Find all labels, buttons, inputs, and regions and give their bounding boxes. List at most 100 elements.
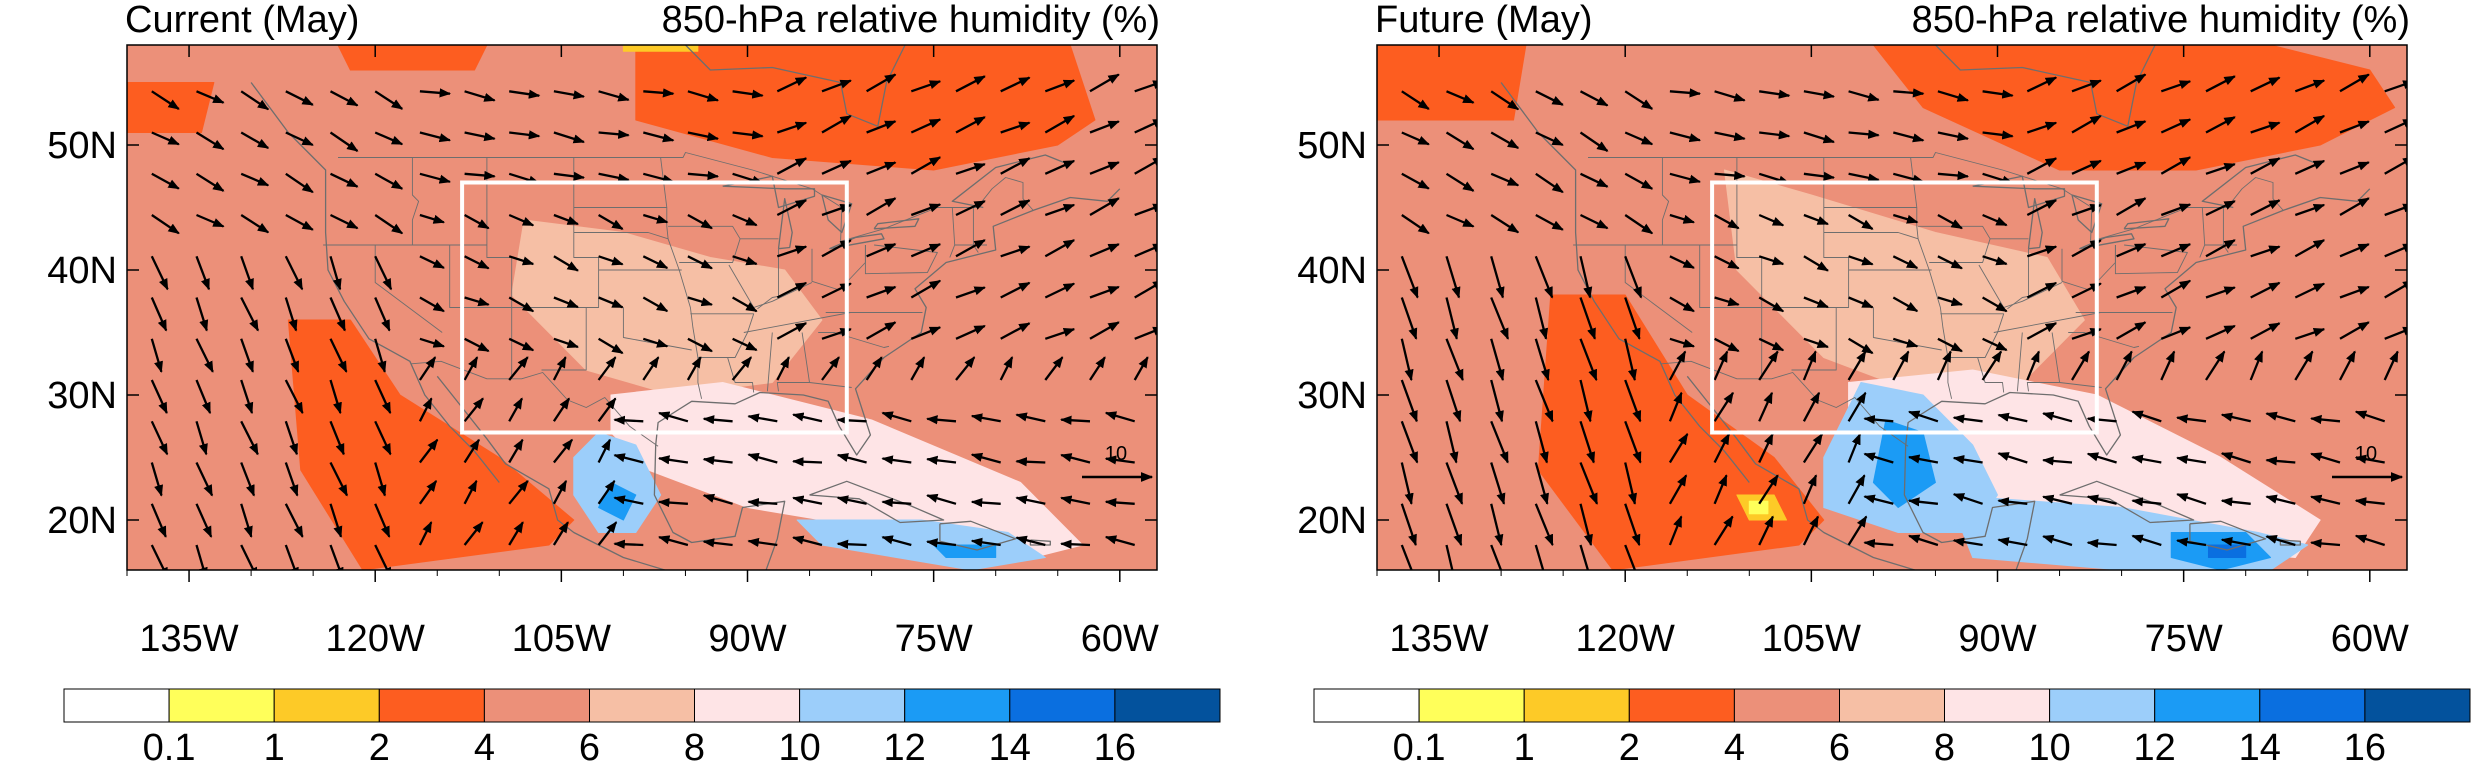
wind-vector (687, 131, 720, 142)
wind-vector (2071, 114, 2102, 134)
colorbar-swatch (2049, 688, 2156, 723)
wind-vector (881, 497, 912, 508)
x-tick-label: 135W (1389, 618, 1488, 660)
wind-vector (1803, 337, 1829, 349)
wind-vector (821, 159, 852, 175)
colorbar-swatch (483, 688, 590, 723)
wind-vector (2176, 414, 2207, 424)
x-tick-label: 105W (512, 618, 611, 660)
wind-vector (1803, 255, 1829, 272)
wind-vector (1937, 170, 1970, 181)
wind-vector (955, 239, 986, 258)
wind-vector (1668, 433, 1689, 464)
map-frame (1376, 44, 2408, 571)
wind-vector (419, 131, 452, 143)
wind-vector (2294, 239, 2326, 258)
analysis-region-box (460, 180, 849, 435)
coastline (821, 194, 853, 234)
wind-vector (1713, 474, 1728, 505)
coastline (1935, 45, 2156, 127)
wind-vector (2176, 454, 2207, 465)
coastline (685, 45, 906, 127)
border-line (1736, 157, 1763, 379)
wind-vector (1982, 130, 2014, 140)
wind-vector (643, 131, 675, 143)
wind-vector (2160, 203, 2192, 217)
wind-vector (1668, 350, 1687, 381)
wind-vector (792, 535, 823, 547)
wind-vector (1892, 255, 1919, 270)
wind-vector (2339, 243, 2370, 258)
wind-vector (1579, 90, 1609, 107)
wind-vector (970, 497, 1001, 508)
wind-vector (284, 462, 299, 497)
wind-vector (1937, 213, 1963, 230)
wind-vector (240, 379, 254, 415)
wind-vector (598, 337, 624, 355)
wind-vector (2339, 197, 2370, 216)
wind-vector (1490, 172, 1520, 187)
y-axis-ticks: 20N 30N 40N 50N (47, 125, 1157, 542)
map-frame (126, 44, 1158, 571)
wind-vector (2250, 281, 2281, 299)
wind-vector (642, 337, 669, 348)
wind-vector (2220, 412, 2251, 423)
wind-vector (2116, 73, 2147, 93)
wind-vector (1624, 462, 1638, 505)
wind-vector (1015, 457, 1046, 467)
wind-vector (1060, 495, 1091, 505)
coastline (1029, 539, 1051, 546)
wind-vector (1401, 131, 1430, 146)
border-line (486, 157, 513, 379)
wind-vector (419, 88, 452, 98)
wind-vector (418, 438, 439, 464)
wind-vector (2086, 538, 2117, 549)
wind-vector (150, 255, 169, 291)
wind-vector (1060, 415, 1091, 425)
wind-vector (657, 411, 689, 423)
x-tick-label: 60W (2331, 618, 2409, 660)
wind-vector (1400, 297, 1418, 340)
wind-vector (195, 255, 211, 291)
wind-vector (866, 321, 897, 340)
wind-vector (1579, 256, 1593, 299)
wind-vector (2160, 156, 2192, 175)
wind-vector (613, 539, 644, 549)
wind-vector (374, 379, 392, 415)
wind-vector (329, 131, 359, 152)
wind-vector (2205, 350, 2226, 381)
wind-vector (1713, 432, 1731, 464)
wind-vector (2339, 161, 2370, 175)
wind-vector (284, 379, 304, 415)
wind-vector (464, 296, 490, 307)
wind-vector (955, 356, 976, 381)
wind-vector (1668, 515, 1683, 546)
wind-vector (1579, 503, 1593, 547)
wind-vector (1044, 282, 1076, 299)
wind-vector (374, 420, 392, 456)
wind-vector (374, 131, 404, 146)
colorbar-swatch (2154, 688, 2261, 723)
wind-vector (686, 356, 702, 381)
colorbar-label: 2 (1619, 727, 1640, 766)
wind-vector (1982, 337, 2008, 352)
wind-vector (1848, 90, 1880, 102)
wind-vector (2115, 350, 2133, 381)
wind-vector (955, 286, 986, 299)
wind-vector (374, 462, 387, 497)
wind-vector (910, 356, 926, 381)
wind-vector (1000, 322, 1031, 340)
wind-vector (598, 296, 624, 309)
wind-vector (1624, 131, 1654, 146)
border-line (2007, 248, 2029, 310)
wind-vector (2354, 454, 2385, 464)
wind-vector (1714, 90, 1746, 102)
wind-vector (1490, 255, 1505, 299)
wind-vector (1863, 494, 1894, 505)
border-line (1940, 313, 2005, 358)
coastline (655, 188, 1121, 456)
wind-vector (240, 503, 253, 538)
wind-vector (1758, 350, 1779, 381)
wind-vector (732, 255, 758, 266)
wind-vector (1445, 503, 1463, 547)
